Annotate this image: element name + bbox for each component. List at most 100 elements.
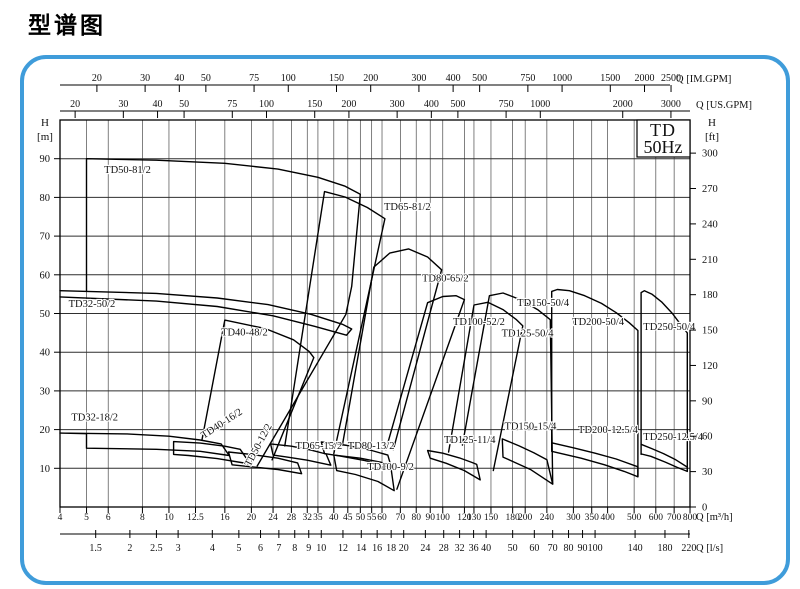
pump-label: TD125-11/4 [444,435,496,446]
axis-tick-label: 75 [249,73,259,84]
axis-tick-label: 14 [356,543,366,554]
axis-tick-label: 120 [457,513,472,523]
axis-tick-label: 10 [40,464,51,475]
pump-label: TD40-48/2 [221,328,268,339]
axis-unit-h-ft: [ft] [705,131,719,143]
axis-tick-label: 90 [425,513,435,523]
pump-region-TD100-52/2 [385,295,466,490]
axis-tick-label: 30 [140,73,150,84]
axis-tick-label: 90 [40,154,51,165]
axis-tick-label: 400 [424,99,439,110]
pump-region-TD40-16/2 [172,440,251,465]
pump-region-TD150-15/4 [501,438,554,485]
axis-tick-label: 210 [702,255,718,266]
pump-region-TD150-50/4 [461,292,554,485]
axis-tick-label: 36 [469,543,479,554]
axis-tick-label: 50 [508,543,518,554]
pump-label: TD40-16/2 [199,407,244,442]
axis-tick-label: 50 [179,99,189,110]
axis-tick-label: 4 [210,543,215,554]
pump-region-TD125-11/4 [426,449,481,481]
pump-label: TD250-50/4 [643,322,696,333]
axis-tick-label: 1000 [530,99,550,110]
axis-tick-label: 300 [411,73,426,84]
pump-label: TD65-81/2 [384,202,431,213]
pump-label: TD80-65/2 [422,273,469,284]
axis-tick-label: 24 [420,543,430,554]
axis-tick-label: 8 [140,513,145,523]
pump-region-TD100-9/2 [333,454,395,492]
axis-tick-label: 40 [174,73,184,84]
axis-tick-label: 750 [499,99,514,110]
axis-tick-label: 7 [276,543,281,554]
axis-tick-label: 60 [702,432,713,443]
axis-tick-label: 200 [341,99,356,110]
axis-tick-label: 180 [657,543,672,554]
axis-tick-label: 8 [292,543,297,554]
axis-tick-label: 20 [399,543,409,554]
pump-region-TD65-81/2 [284,190,386,455]
axis-tick-label: 2500 [661,73,681,84]
pump-region-TD40-48/2 [201,319,315,461]
axis-tick-label: 80 [40,193,51,204]
pump-region-TD50-81/2 [85,158,361,467]
axis-tick-label: 40 [153,99,163,110]
axis-tick-label: 10 [164,513,174,523]
axis-tick-label: 3 [176,543,181,554]
axis-tick-label: 400 [446,73,461,84]
pump-label: TD50-81/2 [104,165,151,176]
corner-box-line2: 50Hz [644,137,683,157]
axis-tick-label: 100 [281,73,296,84]
axis-tick-label: 500 [450,99,465,110]
axis-tick-label: 80 [564,543,574,554]
pump-label: TD100-52/2 [453,317,505,328]
axis-tick-label: 180 [702,290,718,301]
axis-tick-label: 2000 [613,99,633,110]
axis-unit-label: Q [IM.GPM] [676,74,731,85]
axis-tick-label: 240 [540,513,555,523]
pump-region-TD250-50/4 [640,290,688,473]
pump-region-TD200-50/4 [551,288,639,478]
pump-label: TD150-50/4 [517,298,570,309]
axis-tick-label: 90 [702,396,713,407]
axis-tick-label: 3000 [661,99,681,110]
axis-tick-label: 4 [58,513,63,523]
axis-tick-label: 0 [702,503,707,514]
pump-region-TD250-12.5/4 [640,443,688,473]
axis-tick-label: 1000 [552,73,572,84]
axis-tick-label: 5 [236,543,241,554]
axis-tick-label: 150 [484,513,499,523]
axis-tick-label: 40 [329,513,339,523]
pump-label: TD65-15/2 [296,441,343,452]
axis-tick-label: 9 [306,543,311,554]
axis-tick-label: 300 [702,149,718,160]
axis-tick-label: 35 [313,513,323,523]
axis-tick-label: 20 [247,513,257,523]
axis-tick-label: 32 [303,513,313,523]
axis-tick-label: 24 [268,513,278,523]
axis-tick-label: 100 [588,543,603,554]
axis-tick-label: 6 [106,513,111,523]
axis-tick-label: 50 [40,309,51,320]
axis-tick-label: 150 [307,99,322,110]
corner-box-line1: TD [650,120,676,140]
pump-region-TD80-65/2 [341,248,443,451]
axis-tick-label: 100 [259,99,274,110]
axis-unit-label: Q [US.GPM] [696,100,752,111]
axis-tick-label: 50 [201,73,211,84]
axis-tick-label: 60 [377,513,387,523]
axis-tick-label: 300 [566,513,581,523]
corner-box [636,119,691,158]
axis-tick-label: 90 [578,543,588,554]
axis-tick-label: 1500 [600,73,620,84]
axis-tick-label: 180 [506,513,521,523]
axis-tick-label: 2.5 [150,543,163,554]
axis-tick-label: 240 [702,219,718,230]
axis-tick-label: 50 [356,513,366,523]
axis-tick-label: 60 [529,543,539,554]
axis-tick-label: 16 [220,513,230,523]
axis-tick-label: 20 [40,425,51,436]
axis-tick-label: 200 [363,73,378,84]
axis-tick-label: 800 [683,513,698,523]
